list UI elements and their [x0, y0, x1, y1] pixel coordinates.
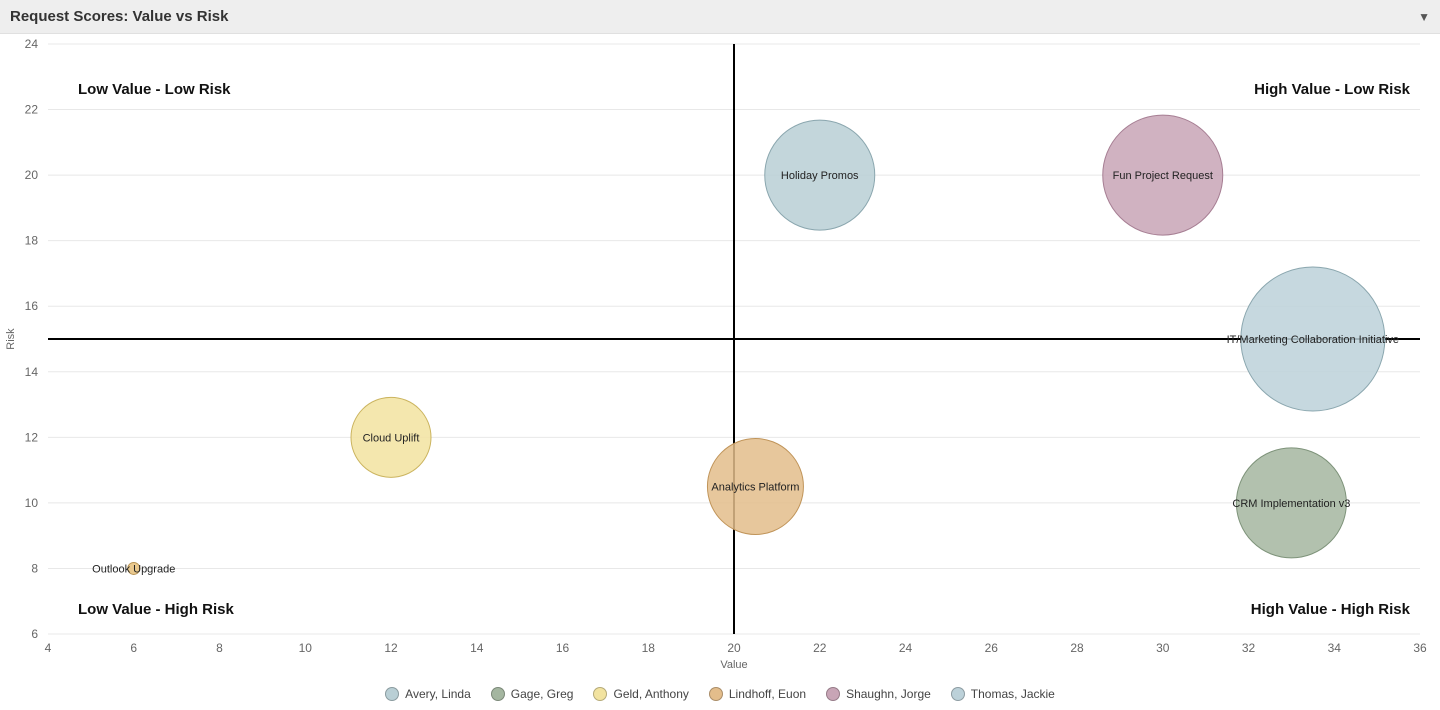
- svg-text:16: 16: [556, 641, 570, 655]
- panel-title: Request Scores: Value vs Risk: [10, 8, 228, 25]
- legend-swatch: [709, 687, 723, 701]
- quad-label-tl: Low Value - Low Risk: [78, 81, 231, 98]
- legend-label: Geld, Anthony: [613, 687, 688, 701]
- bubble-chart: 6810121416182022244681012141618202224262…: [0, 34, 1440, 674]
- legend-item[interactable]: Thomas, Jackie: [951, 687, 1055, 701]
- svg-text:16: 16: [25, 299, 39, 313]
- svg-text:34: 34: [1328, 641, 1342, 655]
- bubble-label: Analytics Platform: [711, 482, 799, 494]
- chart-container: 6810121416182022244681012141618202224262…: [0, 34, 1440, 710]
- bubble-label: Cloud Uplift: [363, 432, 420, 444]
- svg-text:18: 18: [642, 641, 656, 655]
- quad-label-bl: Low Value - High Risk: [78, 601, 235, 618]
- legend-label: Lindhoff, Euon: [729, 687, 806, 701]
- svg-text:24: 24: [25, 37, 39, 51]
- svg-text:10: 10: [299, 641, 313, 655]
- legend-swatch: [951, 687, 965, 701]
- svg-text:14: 14: [25, 365, 39, 379]
- bubble-label: Holiday Promos: [781, 170, 859, 182]
- collapse-icon[interactable]: ▼: [1418, 10, 1430, 24]
- svg-text:20: 20: [727, 641, 741, 655]
- legend-label: Thomas, Jackie: [971, 687, 1055, 701]
- svg-text:24: 24: [899, 641, 913, 655]
- legend-swatch: [826, 687, 840, 701]
- svg-text:10: 10: [25, 496, 39, 510]
- legend-label: Shaughn, Jorge: [846, 687, 931, 701]
- svg-text:12: 12: [25, 430, 39, 444]
- bubble-label: IT/Marketing Collaboration Initiative: [1227, 334, 1399, 346]
- svg-text:22: 22: [25, 103, 39, 117]
- legend-item[interactable]: Gage, Greg: [491, 687, 574, 701]
- svg-text:Risk: Risk: [5, 328, 17, 350]
- legend-item[interactable]: Geld, Anthony: [593, 687, 688, 701]
- legend-label: Gage, Greg: [511, 687, 574, 701]
- quad-label-tr: High Value - Low Risk: [1254, 81, 1411, 98]
- legend-item[interactable]: Shaughn, Jorge: [826, 687, 931, 701]
- legend-item[interactable]: Avery, Linda: [385, 687, 471, 701]
- bubble-label: Fun Project Request: [1113, 170, 1213, 182]
- svg-text:6: 6: [31, 627, 38, 641]
- quad-label-br: High Value - High Risk: [1251, 601, 1411, 618]
- svg-text:22: 22: [813, 641, 827, 655]
- svg-text:8: 8: [216, 641, 223, 655]
- svg-text:28: 28: [1070, 641, 1084, 655]
- legend-swatch: [593, 687, 607, 701]
- panel-header: Request Scores: Value vs Risk ▼: [0, 0, 1440, 34]
- svg-text:26: 26: [985, 641, 999, 655]
- svg-text:14: 14: [470, 641, 484, 655]
- svg-text:Value: Value: [720, 659, 747, 671]
- svg-text:8: 8: [31, 561, 38, 575]
- svg-text:18: 18: [25, 234, 39, 248]
- legend-swatch: [491, 687, 505, 701]
- legend-swatch: [385, 687, 399, 701]
- svg-text:30: 30: [1156, 641, 1170, 655]
- svg-text:20: 20: [25, 168, 39, 182]
- chart-legend: Avery, Linda Gage, Greg Geld, Anthony Lindh…: [0, 687, 1440, 704]
- legend-item[interactable]: Lindhoff, Euon: [709, 687, 806, 701]
- svg-text:12: 12: [384, 641, 398, 655]
- bubble-label: Outlook Upgrade: [92, 563, 175, 575]
- bubble-label: CRM Implementation v3: [1232, 498, 1350, 510]
- svg-text:4: 4: [45, 641, 52, 655]
- svg-text:32: 32: [1242, 641, 1256, 655]
- svg-text:36: 36: [1413, 641, 1427, 655]
- svg-text:6: 6: [130, 641, 137, 655]
- legend-label: Avery, Linda: [405, 687, 471, 701]
